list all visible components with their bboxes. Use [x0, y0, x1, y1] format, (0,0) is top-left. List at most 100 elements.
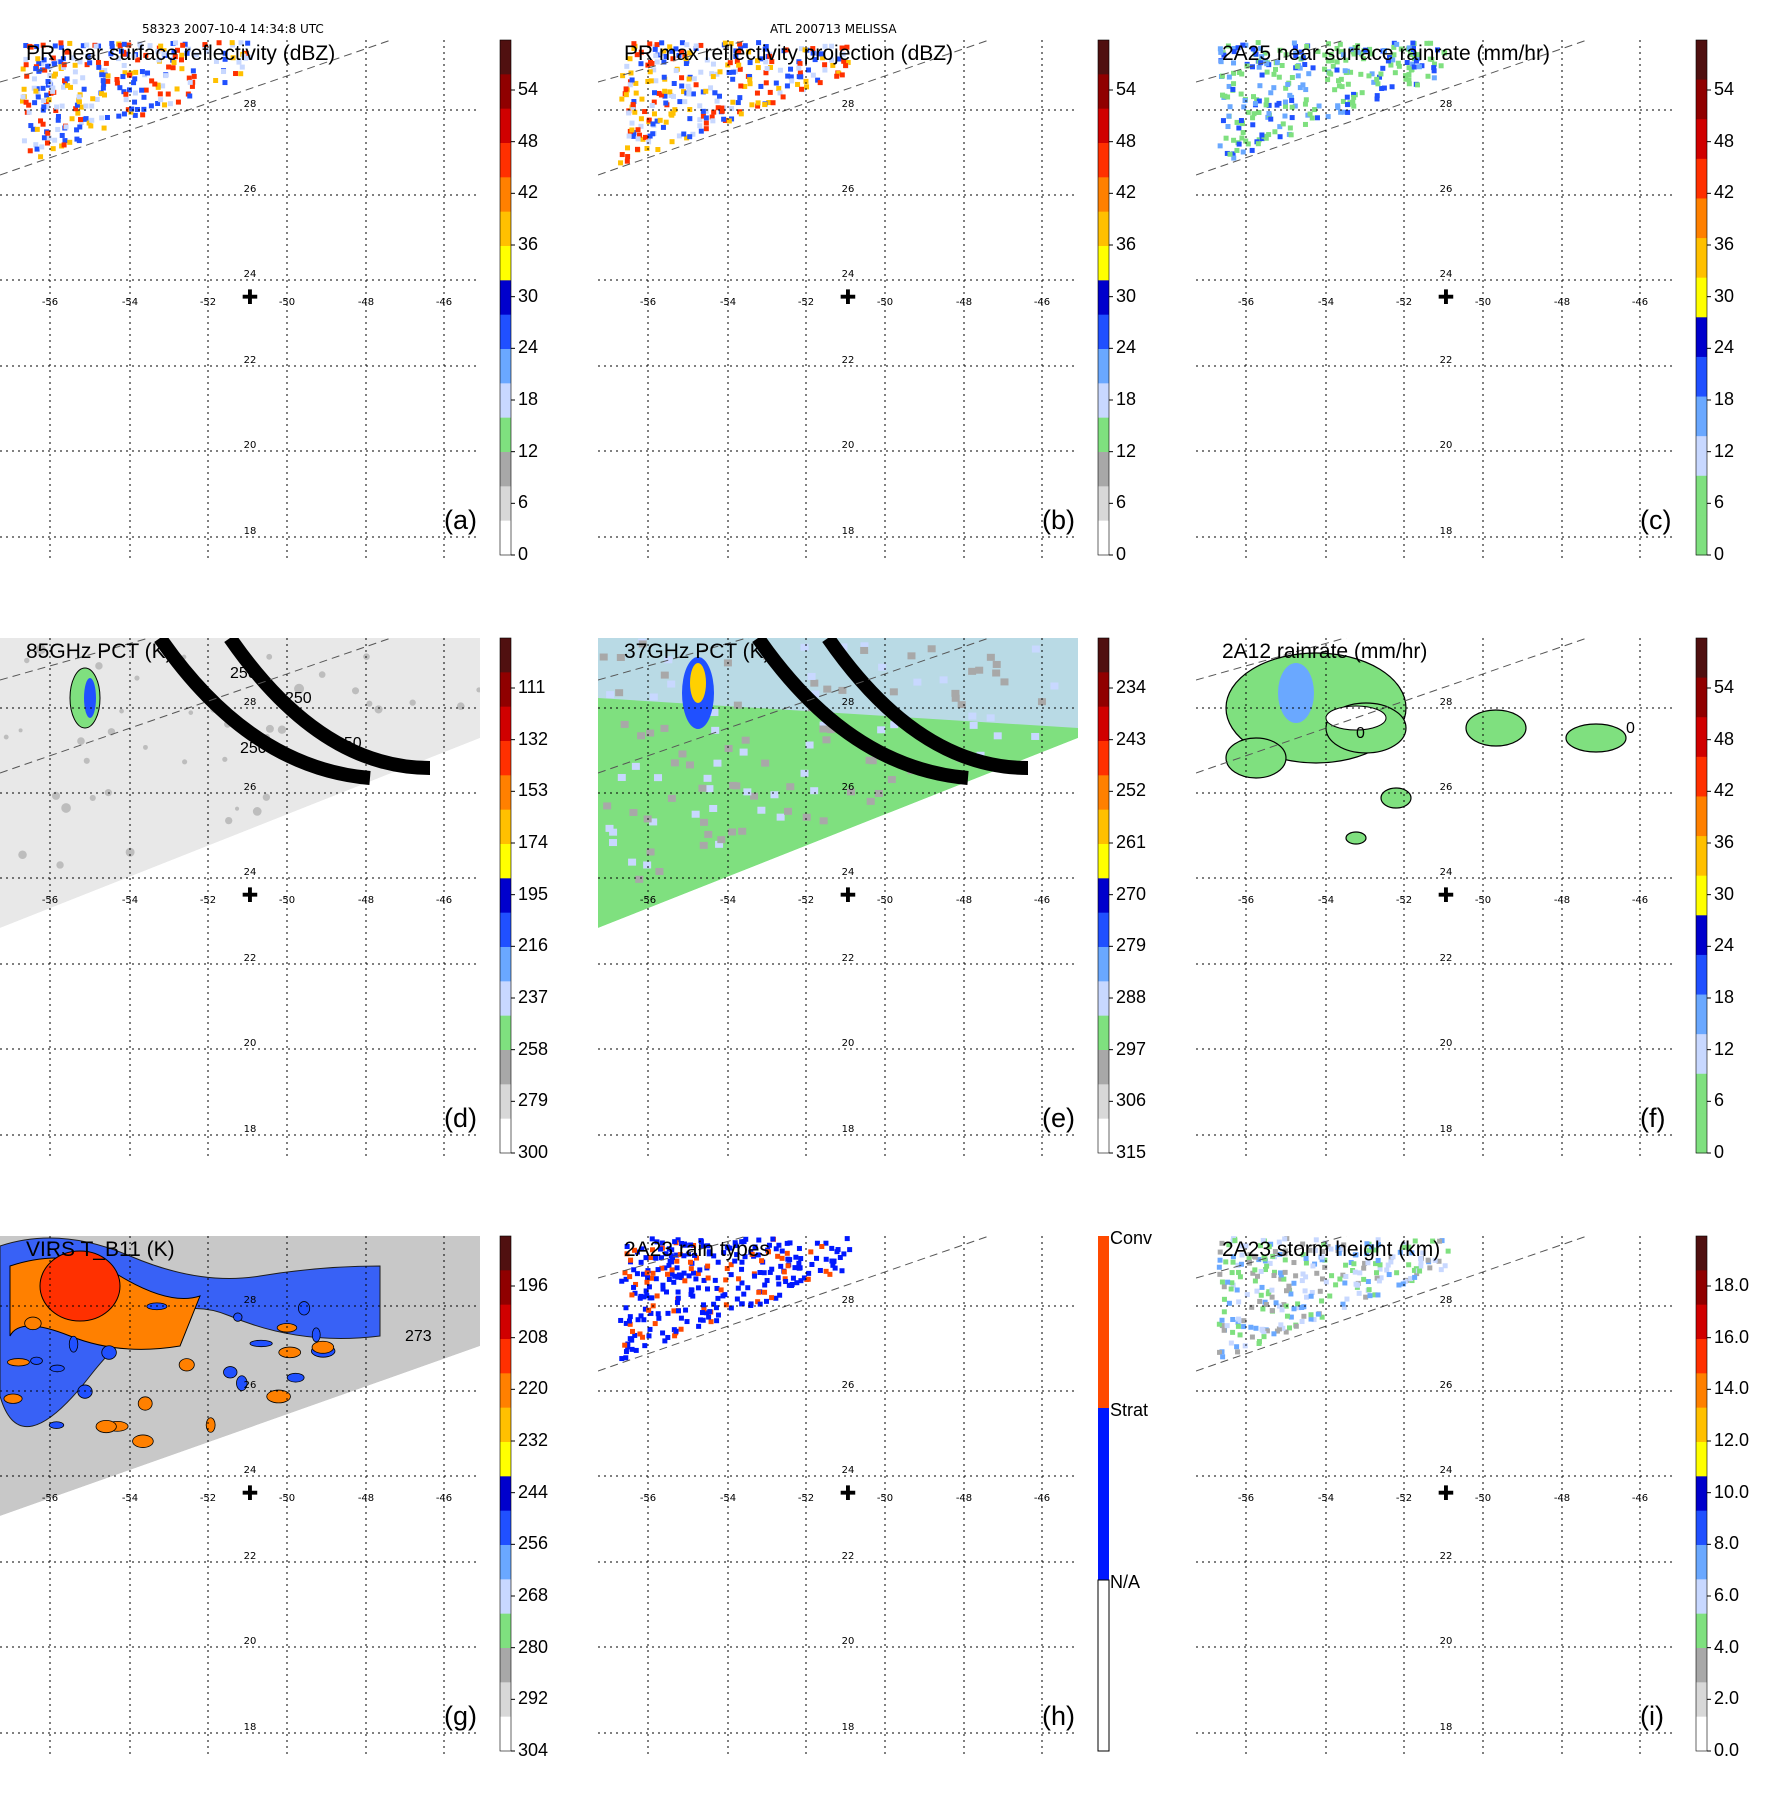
- colorbar-tick-label: 36: [1714, 832, 1735, 852]
- colorbar-tick-label: 216: [518, 935, 549, 956]
- colorbar-tick-label: 18: [1714, 987, 1735, 1007]
- colorbar-tick-label: 232: [518, 1430, 549, 1450]
- map-g: -56 -54 -52 -50 -48 -46 28 26 24 22 20 18 ✚ 273: [0, 1236, 480, 1756]
- colorbar-tick-label: 54: [1714, 79, 1735, 99]
- lat-lon-grid: [0, 40, 480, 560]
- panel-d: -56 -54 -52 -50 -48 -46 28 26 24 22 20 18 ✚ 250 250 250…: [0, 637, 575, 1198]
- colorbar-tick-label: 30: [1116, 285, 1137, 306]
- colorbar-tick-label: 0: [1714, 1142, 1725, 1162]
- lat-tick-label: 20: [842, 1038, 855, 1049]
- colorbar-tick-label: 297: [1116, 1038, 1147, 1059]
- colorbar-tick-label: 153: [518, 780, 549, 801]
- lat-tick-label: 28: [1440, 697, 1453, 708]
- colorbar-tick-label: 256: [518, 1533, 549, 1554]
- lon-tick-label: -56: [640, 1493, 656, 1504]
- lat-lon-grid: [598, 1236, 1078, 1756]
- colorbar-tick-label: 48: [1714, 728, 1735, 749]
- lon-tick-label: -50: [1475, 297, 1491, 308]
- lat-tick-label: 26: [244, 184, 257, 195]
- colorbar-tick-label: 0.0: [1714, 1740, 1740, 1760]
- lon-tick-label: -48: [1554, 1493, 1570, 1504]
- map-c: -56 -54 -52 -50 -48 -46 28 26 24 22 20 18 ✚: [1196, 40, 1676, 560]
- lat-tick-label: 22: [244, 953, 257, 964]
- colorbar-tick-label: 0: [1116, 544, 1127, 564]
- lon-tick-label: -54: [720, 895, 736, 906]
- colorbar-tick-label: 304: [518, 1740, 549, 1760]
- lon-tick-label: -50: [279, 1493, 295, 1504]
- lat-tick-label: 28: [244, 697, 257, 708]
- contour-label: 0: [1626, 720, 1635, 737]
- lat-tick-label: 18: [244, 1722, 257, 1733]
- colorbar-tick-label: 30: [518, 285, 539, 306]
- storm-center-plus-icon: ✚: [840, 285, 857, 309]
- lon-tick-label: -52: [1396, 1493, 1412, 1504]
- colorbar-tick-label: 268: [518, 1585, 549, 1605]
- colorbar-tick-label: 42: [1116, 182, 1137, 203]
- lat-lon-grid: [1196, 1236, 1676, 1756]
- lon-tick-label: -46: [436, 297, 452, 308]
- colorbar-tick-label: 4.0: [1714, 1636, 1740, 1657]
- panel-i: -56 -54 -52 -50 -48 -46 28 26 24 22 20 18 ✚ 2A23 stor…: [1196, 1235, 1771, 1796]
- colorbar-tick-label: 36: [518, 234, 539, 254]
- lat-tick-label: 18: [842, 526, 855, 537]
- colorbar-tick-label: 6: [1714, 492, 1725, 513]
- lat-tick-label: 24: [244, 1465, 257, 1476]
- colorbar-tick-label: 174: [518, 832, 549, 852]
- lat-tick-label: 24: [1440, 269, 1453, 280]
- colorbar-tick-label: Conv: [1110, 1228, 1153, 1248]
- colorbar-tick-label: 18: [1116, 389, 1137, 409]
- panel-title: PR max reflectivity projection (dBZ): [624, 42, 954, 65]
- panel-title: PR near surface reflectivity (dBZ): [26, 42, 336, 65]
- lat-tick-label: 26: [842, 184, 855, 195]
- colorbar-tick-label: 8.0: [1714, 1533, 1740, 1554]
- colorbar-tick-label: 243: [1116, 728, 1147, 749]
- lon-tick-label: -48: [358, 1493, 374, 1504]
- colorbar-tick-label: 280: [518, 1636, 549, 1657]
- colorbar: 54 48 42 36 30 24 18 12 6 0: [1695, 39, 1734, 564]
- colorbar-tick-label: 24: [518, 337, 539, 358]
- colorbar-tick-label: 12: [518, 440, 539, 461]
- lon-tick-label: -50: [877, 297, 893, 308]
- colorbar-tick-label: 18: [1714, 389, 1735, 409]
- panel-a: -56 -54 -52 -50 -48 -46 28 26 24 22 20 18 ✚ PR near s…: [0, 39, 575, 600]
- lon-tick-label: -52: [200, 895, 216, 906]
- colorbar-tick-label: 24: [1714, 337, 1735, 358]
- lon-tick-label: -50: [877, 895, 893, 906]
- colorbar-tick-label: 12: [1116, 440, 1137, 461]
- lat-tick-label: 18: [244, 526, 257, 537]
- colorbar-tick-label: 306: [1116, 1090, 1147, 1111]
- lon-tick-label: -54: [1318, 895, 1334, 906]
- colorbar-tick-label: 24: [1714, 935, 1735, 956]
- colorbar-tick-label: 279: [1116, 935, 1147, 956]
- lat-tick-label: 20: [1440, 440, 1453, 451]
- lat-tick-label: 18: [1440, 1124, 1453, 1135]
- panel-label: (e): [1042, 1103, 1075, 1133]
- contour-label: 250: [335, 735, 362, 752]
- colorbar: 54 48 42 36 30 24 18 12 6 0: [499, 39, 538, 564]
- lon-tick-label: -46: [1632, 297, 1648, 308]
- panel-label: (a): [444, 505, 477, 535]
- lat-lon-grid: [598, 40, 1078, 560]
- storm-center-plus-icon: ✚: [1438, 1481, 1455, 1505]
- lon-tick-label: -50: [877, 1493, 893, 1504]
- colorbar-tick-label: 36: [1714, 234, 1735, 254]
- lon-tick-label: -54: [720, 297, 736, 308]
- lat-lon-grid: [0, 638, 480, 1158]
- colorbar-tick-label: 111: [518, 677, 546, 697]
- colorbar-tick-label: 300: [518, 1142, 549, 1162]
- lat-tick-label: 20: [244, 440, 257, 451]
- lat-tick-label: 26: [244, 1380, 257, 1391]
- lon-tick-label: -56: [42, 895, 58, 906]
- colorbar-tick-label: 14.0: [1714, 1378, 1750, 1399]
- colorbar-tick-label: 42: [1714, 182, 1735, 203]
- colorbar: 196 208 220 232 244 256 268 280 292 304: [499, 1235, 548, 1760]
- lat-tick-label: 28: [244, 1295, 257, 1306]
- colorbar-tick-label: 234: [1116, 677, 1147, 697]
- colorbar-tick-label: 12: [1714, 1038, 1735, 1059]
- lat-tick-label: 20: [244, 1038, 257, 1049]
- colorbar-tick-label: 30: [1714, 285, 1735, 306]
- colorbar-tick-label: 0: [1714, 544, 1725, 564]
- lat-tick-label: 28: [842, 697, 855, 708]
- lon-tick-label: -56: [42, 297, 58, 308]
- storm-center-plus-icon: ✚: [840, 1481, 857, 1505]
